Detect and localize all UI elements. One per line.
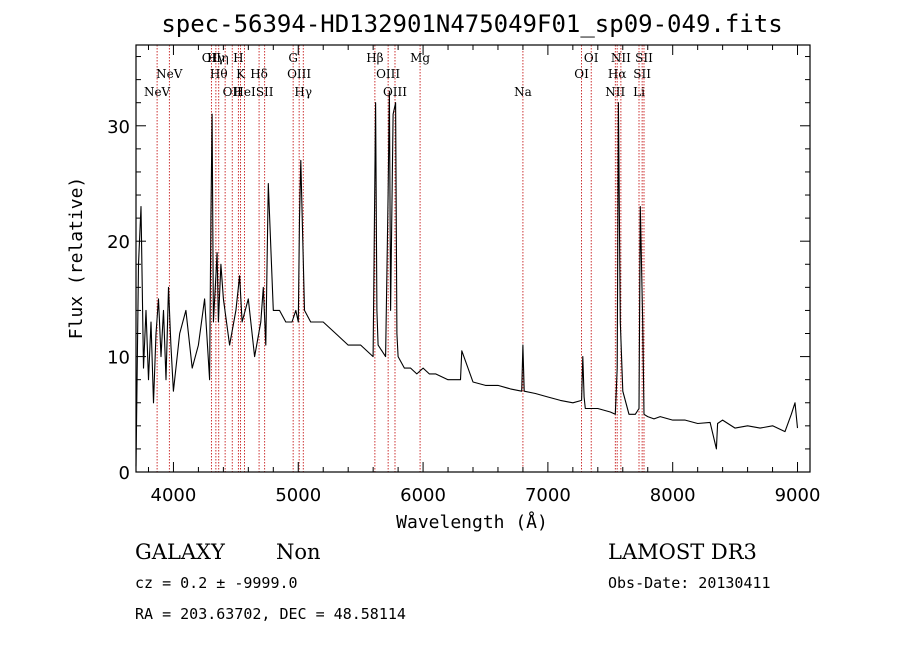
y-tick-label: 20 — [107, 232, 130, 253]
line-label: Mg — [410, 51, 430, 65]
survey-name: LAMOST DR3 — [608, 540, 757, 564]
x-tick-label: 9000 — [775, 485, 821, 506]
line-label: OI — [574, 67, 589, 81]
line-label: NII — [611, 51, 631, 65]
chart-title: spec-56394-HD132901N475049F01_sp09-049.f… — [161, 10, 782, 38]
y-tick-label: 30 — [107, 117, 130, 138]
line-label: Hβ — [366, 51, 383, 65]
line-label: G — [288, 51, 298, 65]
x-tick-label: 5000 — [275, 485, 321, 506]
line-label: SII — [633, 67, 651, 81]
object-class: GALAXY — [135, 540, 226, 564]
line-label: OI — [584, 51, 599, 65]
line-label: Hγ — [207, 51, 225, 65]
line-label: NeV — [144, 85, 171, 99]
x-axis-label: Wavelength (Å) — [396, 511, 548, 533]
line-label: NII — [605, 85, 625, 99]
x-tick-label: 7000 — [525, 485, 571, 506]
line-label: Na — [514, 85, 532, 99]
y-tick-label: 10 — [107, 348, 130, 369]
line-label: OII — [202, 51, 222, 65]
line-label: Hγ — [294, 85, 312, 99]
spectrum-line — [135, 90, 799, 467]
emission-line-labels: NeVNeVOIIHγHθηOIIHKHeIHδSIIGOIIIHγHβOIII… — [144, 51, 653, 99]
y-tick-label: 0 — [119, 463, 130, 484]
line-label: OII — [223, 85, 243, 99]
line-label: OIII — [383, 85, 407, 99]
line-label: HeI — [233, 85, 256, 99]
line-label: OIII — [376, 67, 400, 81]
line-label: K — [236, 67, 246, 81]
line-label: Li — [633, 85, 645, 99]
object-subclass: Non — [276, 540, 321, 564]
line-label: Hθ — [210, 67, 228, 81]
line-label: OIII — [287, 67, 311, 81]
x-tick-label: 6000 — [400, 485, 446, 506]
x-tick-label: 4000 — [151, 485, 197, 506]
redshift-info: cz = 0.2 ± -9999.0 — [135, 574, 298, 592]
line-label: η — [222, 51, 229, 65]
line-label: Hα — [608, 67, 627, 81]
line-label: SII — [635, 51, 653, 65]
coordinates: RA = 203.63702, DEC = 48.58114 — [135, 605, 406, 623]
y-axis-label: Flux (relative) — [66, 177, 87, 340]
line-label: SII — [256, 85, 274, 99]
emission-line-markers — [156, 45, 645, 472]
line-label: H — [233, 51, 243, 65]
line-label: Hδ — [250, 67, 268, 81]
plot-frame — [135, 44, 811, 473]
axis-ticks: 4000 5000 6000 7000 8000 9000 0 10 20 30 — [107, 45, 820, 506]
obs-date: Obs-Date: 20130411 — [608, 574, 771, 592]
x-tick-label: 8000 — [650, 485, 696, 506]
line-label: NeV — [156, 67, 183, 81]
